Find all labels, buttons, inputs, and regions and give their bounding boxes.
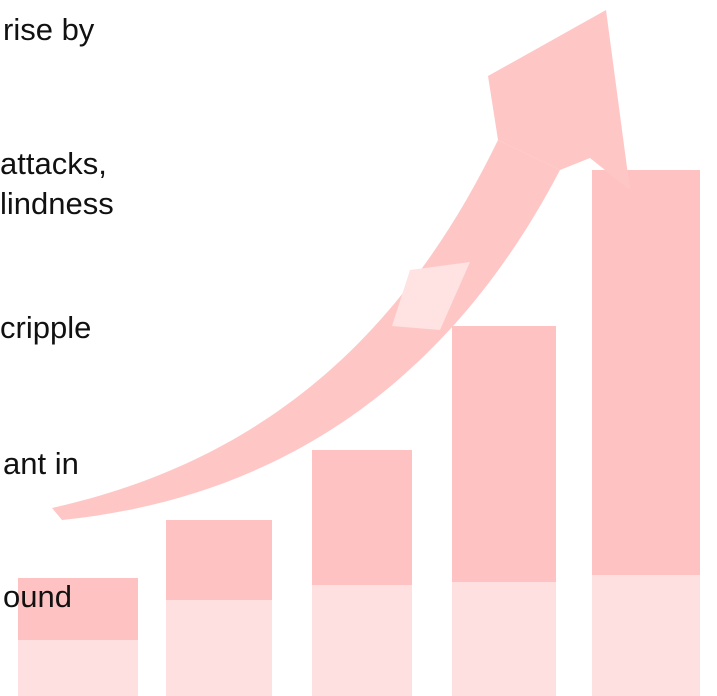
- arrow-head: [488, 10, 630, 190]
- bars: [18, 170, 700, 696]
- arrow-shaft: [52, 140, 560, 520]
- text-line-5: ant in: [3, 446, 79, 481]
- bar-1-light: [18, 640, 138, 696]
- arrow-highlight: [392, 262, 470, 330]
- text-line-1: rise by: [3, 12, 95, 47]
- text-line-6: ound: [3, 579, 72, 614]
- text-line-4: cripple: [0, 310, 92, 345]
- text-line-3: lindness: [0, 186, 114, 221]
- bar-4-light: [452, 582, 556, 696]
- bar-3-light: [312, 585, 412, 696]
- bar-2-light: [166, 600, 272, 696]
- text-line-2: attacks,: [0, 146, 107, 181]
- bar-5-light: [592, 575, 700, 696]
- arrow-up-right-icon: [52, 10, 630, 520]
